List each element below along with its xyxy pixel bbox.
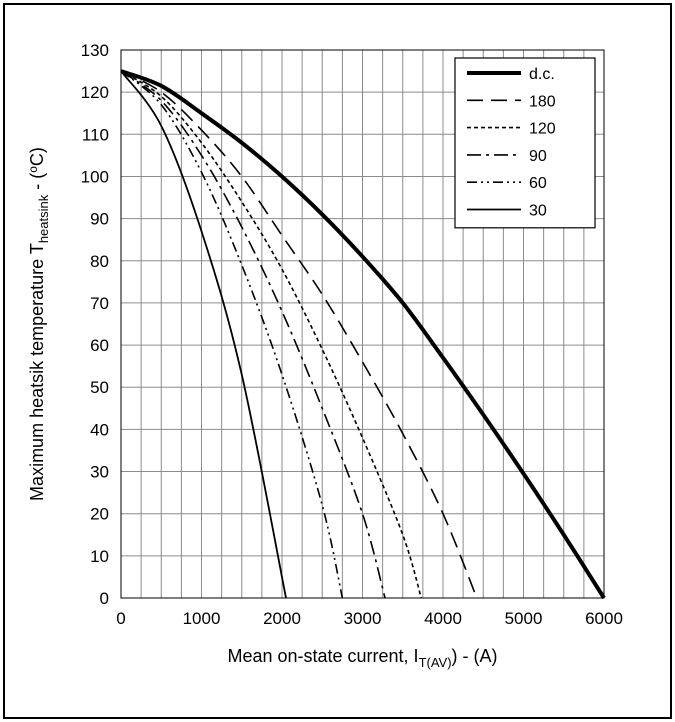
series-layer <box>120 69 606 600</box>
x-axis-label-subscript: T(AV) <box>419 655 452 670</box>
y-tick-label: 30 <box>90 463 109 482</box>
y-axis-label: Maximum heatsik temperature Theatsink - … <box>26 147 51 501</box>
y-axis-label-superscript: o <box>26 166 40 173</box>
x-tick-label: 6000 <box>585 609 623 628</box>
legend-label: 90 <box>529 148 547 165</box>
legend-label: d.c. <box>529 66 555 83</box>
y-tick-label: 130 <box>81 41 109 60</box>
y-tick-label: 100 <box>81 167 109 186</box>
chart-svg: 0 1000 2000 3000 4000 5000 6000 0 10 20 30 40 50 60 7… <box>26 41 623 670</box>
x-axis-label-prefix: Mean on-state current, I <box>227 646 418 666</box>
x-tick-label: 4000 <box>424 609 462 628</box>
y-tick-label: 90 <box>90 210 109 229</box>
x-tick-label: 1000 <box>183 609 221 628</box>
y-tick-label: 80 <box>90 252 109 271</box>
x-tick-label: 2000 <box>263 609 301 628</box>
legend-label: 60 <box>529 175 547 192</box>
chart-frame: 0 1000 2000 3000 4000 5000 6000 0 10 20 30 40 50 60 7… <box>3 3 672 719</box>
legend: d.c. 180 120 90 60 30 <box>454 57 596 229</box>
series-line-d-c- <box>120 69 606 600</box>
y-tick-label: 70 <box>90 294 109 313</box>
series-line-60 <box>120 70 344 599</box>
plot-area-border <box>120 49 605 599</box>
y-tick-label: 50 <box>90 378 109 397</box>
x-tick-label: 5000 <box>505 609 543 628</box>
series-line-30 <box>120 70 287 599</box>
legend-label: 180 <box>529 93 556 110</box>
y-tick-label: 20 <box>90 505 109 524</box>
series-line-120 <box>120 70 423 599</box>
y-axis-label-unit: C) <box>27 147 47 166</box>
y-axis-label-subscript: heatsink <box>36 194 51 243</box>
y-tick-label: 110 <box>82 125 109 144</box>
y-tick-label: 10 <box>90 547 109 566</box>
series-line-180 <box>120 70 478 599</box>
legend-label: 30 <box>529 203 547 220</box>
x-axis-label-suffix: ) - (A) <box>452 646 498 666</box>
y-tick-labels: 0 10 20 30 40 50 60 70 80 90 100 110 120 130 <box>81 41 109 608</box>
y-axis-label-suffix: - ( <box>27 173 47 195</box>
legend-label: 120 <box>529 121 556 138</box>
y-tick-label: 0 <box>100 589 109 608</box>
y-axis-label-prefix: Maximum heatsik temperature T <box>27 243 47 501</box>
x-tick-label: 3000 <box>344 609 382 628</box>
y-tick-label: 40 <box>90 420 109 439</box>
x-tick-label: 0 <box>116 609 125 628</box>
x-axis-label: Mean on-state current, IT(AV)) - (A) <box>227 646 497 670</box>
y-tick-label: 120 <box>81 83 109 102</box>
x-tick-labels: 0 1000 2000 3000 4000 5000 6000 <box>116 609 623 628</box>
y-tick-label: 60 <box>90 336 109 355</box>
legend-box <box>454 57 596 229</box>
